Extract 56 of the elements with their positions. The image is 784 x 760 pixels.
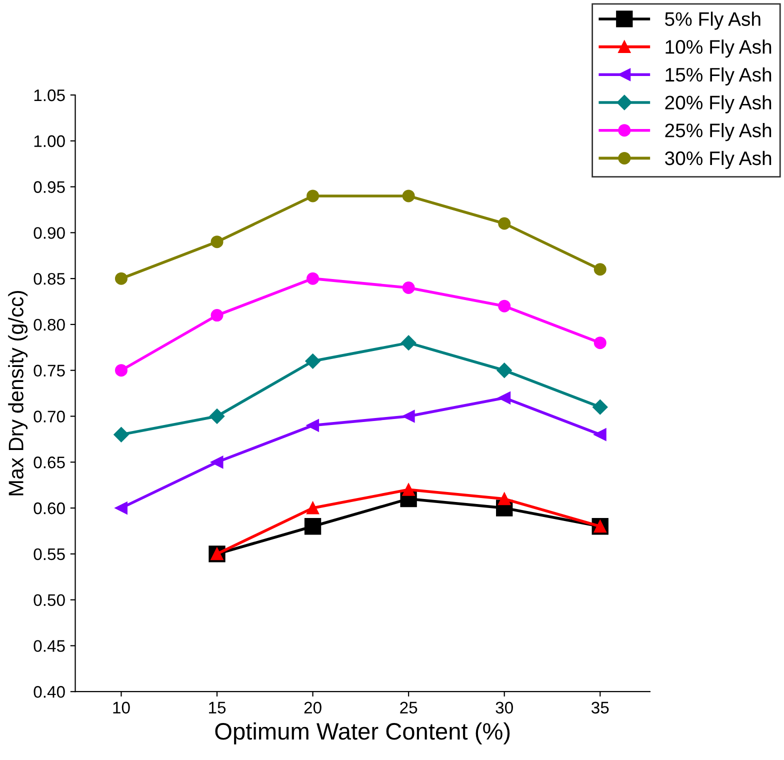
y-tick-label: 1.00 <box>34 135 65 148</box>
x-tick-label: 25 <box>400 702 418 714</box>
point <box>498 217 511 230</box>
point <box>594 336 606 350</box>
y-tick-label: 0.80 <box>34 318 65 331</box>
point <box>114 502 128 514</box>
point <box>402 190 415 202</box>
point <box>209 408 225 424</box>
point <box>402 483 415 496</box>
point <box>498 392 511 404</box>
x-tick-label: 10 <box>113 702 130 714</box>
legend-label: 15% Fly Ash <box>666 67 772 86</box>
point <box>402 410 415 422</box>
y-tick-label: 0.65 <box>34 456 65 468</box>
point <box>496 362 512 378</box>
point <box>210 309 224 322</box>
y-tick-label: 0.85 <box>34 272 65 285</box>
point <box>304 518 322 535</box>
y-tick-label: 0.40 <box>34 686 65 698</box>
legend-label: 25% Fly Ash <box>665 123 772 142</box>
x-axis-title: Optimum Water Content (%) <box>215 722 510 744</box>
y-tick-label: 0.95 <box>34 181 65 193</box>
point <box>306 419 320 432</box>
point <box>114 427 129 442</box>
point <box>305 354 320 369</box>
x-tick-label: 30 <box>496 702 513 714</box>
y-tick-label: 0.50 <box>34 594 65 606</box>
legend-label: 10% Fly Ash <box>666 40 772 58</box>
point <box>594 263 606 276</box>
y-tick-label: 0.60 <box>34 502 65 514</box>
y-axis-title: Max Dry density (g/cc) <box>8 290 28 496</box>
point <box>592 400 608 415</box>
y-tick-label: 0.70 <box>34 410 65 422</box>
x-tick-label: 20 <box>304 702 322 714</box>
point <box>401 335 416 350</box>
point <box>306 502 320 514</box>
y-tick-label: 1.05 <box>34 89 65 102</box>
point <box>210 236 224 248</box>
point <box>306 272 320 285</box>
y-tick-label: 0.75 <box>34 364 65 377</box>
point <box>210 456 224 468</box>
legend-label: 30% Fly Ash <box>665 150 772 170</box>
point <box>498 492 511 506</box>
point <box>114 364 128 377</box>
point <box>114 272 128 285</box>
legend-label: 20% Fly Ash <box>665 95 772 114</box>
legend-label: 5% Fly Ash <box>665 12 760 30</box>
point <box>594 428 606 441</box>
y-tick-label: 0.55 <box>34 548 65 560</box>
point <box>498 300 511 312</box>
x-tick-label: 15 <box>209 702 226 714</box>
point <box>402 281 415 294</box>
point <box>306 190 320 202</box>
y-tick-label: 0.45 <box>34 640 65 652</box>
y-tick-label: 0.90 <box>34 227 65 239</box>
x-tick-label: 35 <box>592 702 609 714</box>
